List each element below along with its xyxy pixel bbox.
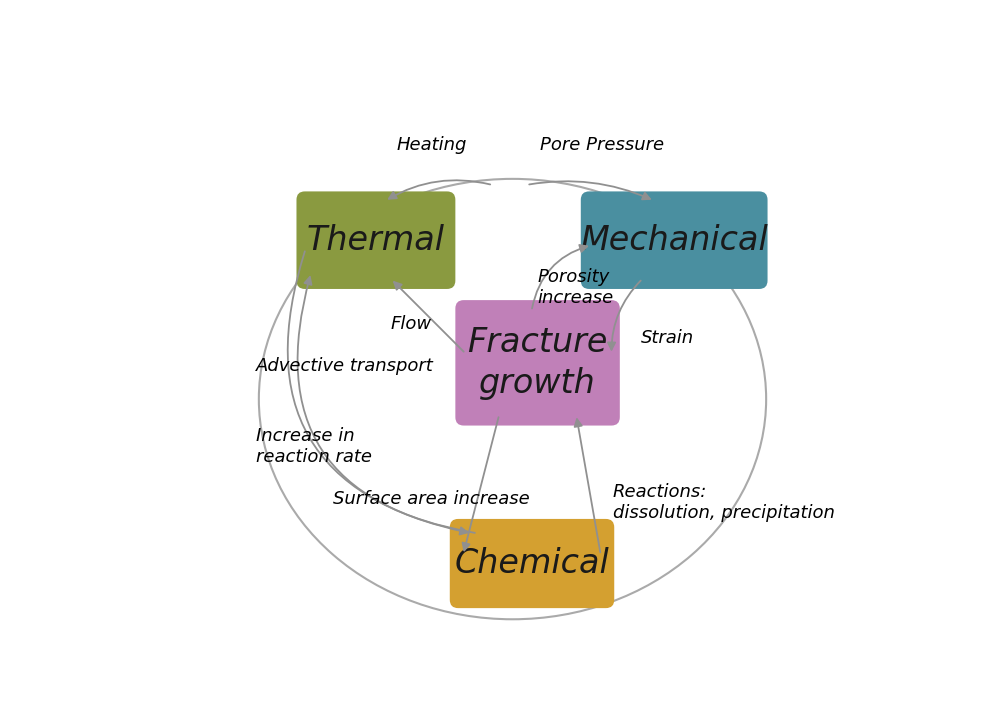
Text: Chemical: Chemical	[455, 547, 609, 580]
Text: Surface area increase: Surface area increase	[333, 490, 530, 508]
FancyBboxPatch shape	[581, 191, 768, 289]
Text: Reactions:
dissolution, precipitation: Reactions: dissolution, precipitation	[613, 483, 835, 521]
Text: Advective transport: Advective transport	[256, 357, 434, 374]
Text: Pore Pressure: Pore Pressure	[540, 136, 664, 154]
Text: Thermal: Thermal	[307, 224, 445, 257]
Text: Flow: Flow	[391, 315, 432, 333]
FancyBboxPatch shape	[296, 191, 455, 289]
FancyBboxPatch shape	[450, 519, 614, 608]
Text: Heating: Heating	[396, 136, 467, 154]
Text: Fracture
growth: Fracture growth	[467, 326, 608, 400]
Text: Mechanical: Mechanical	[580, 224, 768, 257]
FancyBboxPatch shape	[455, 300, 620, 426]
Text: Strain: Strain	[641, 329, 694, 347]
Text: Increase in
reaction rate: Increase in reaction rate	[256, 427, 372, 466]
Text: Porosity
increase: Porosity increase	[538, 268, 614, 307]
